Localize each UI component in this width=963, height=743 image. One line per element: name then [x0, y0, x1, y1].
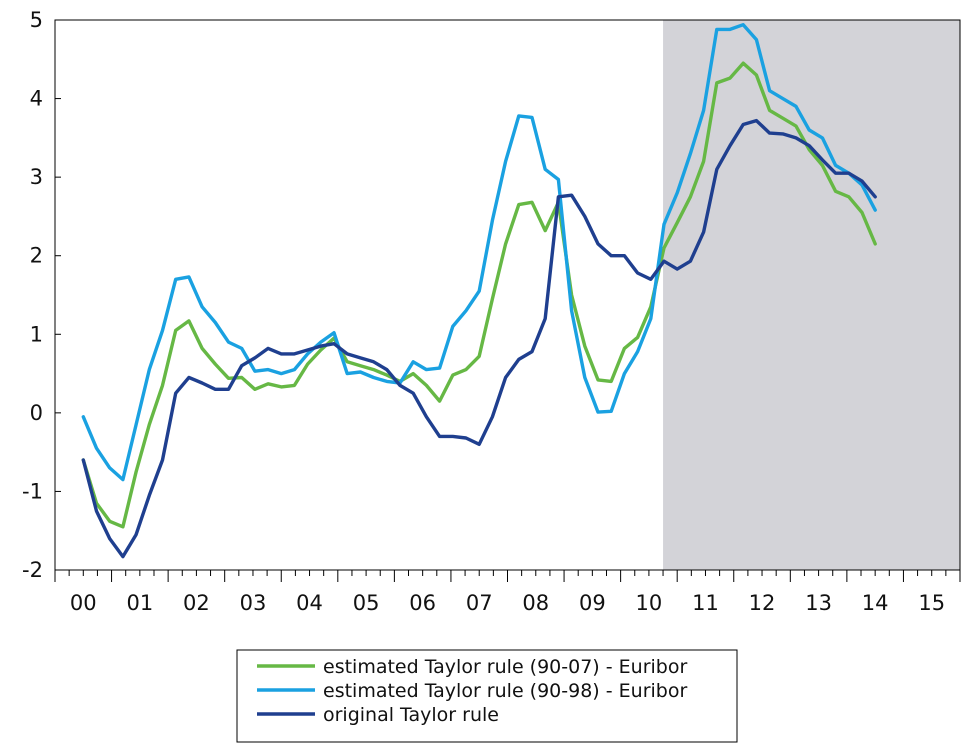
- legend-box: [236, 649, 738, 743]
- x-tick-label: 03: [240, 591, 267, 615]
- x-tick-label: 07: [466, 591, 493, 615]
- x-tick-label: 01: [126, 591, 153, 615]
- x-tick-label: 13: [805, 591, 832, 615]
- x-tick-label: 04: [296, 591, 323, 615]
- y-tick-label: 5: [30, 8, 43, 32]
- x-tick-label: 14: [862, 591, 889, 615]
- x-tick-label: 02: [183, 591, 210, 615]
- y-tick-label: 0: [30, 401, 43, 425]
- x-tick-label: 11: [692, 591, 719, 615]
- x-tick-label: 09: [579, 591, 606, 615]
- x-tick-label: 08: [522, 591, 549, 615]
- y-tick-label: 3: [30, 165, 43, 189]
- y-tick-label: 4: [30, 87, 43, 111]
- x-tick-label: 12: [749, 591, 776, 615]
- y-axis: -2 -1 0 1 2 3 4 5: [22, 8, 61, 582]
- series-line-1: [81, 61, 877, 529]
- y-tick-label: -2: [22, 558, 43, 582]
- x-tick-label: 10: [636, 591, 663, 615]
- series-line-2: [81, 23, 877, 482]
- series-lines: [81, 23, 877, 559]
- y-tick-label: 1: [30, 322, 43, 346]
- y-tick-label: -1: [22, 479, 43, 503]
- series-line-3: [81, 118, 877, 559]
- legend: estimated Taylor rule (90-07) - Euribore…: [236, 649, 738, 743]
- legend-label: original Taylor rule: [323, 704, 499, 726]
- legend-label: estimated Taylor rule (90-98) - Euribor: [323, 680, 687, 702]
- x-axis: 00 01 02 03 04 05 06 07 08 09 10 11 12 13 14 15: [54, 570, 961, 615]
- x-tick-label: 00: [70, 591, 97, 615]
- shaded-region: [663, 20, 960, 570]
- x-tick-label: 06: [409, 591, 436, 615]
- y-tick-label: 2: [30, 244, 43, 268]
- legend-label: estimated Taylor rule (90-07) - Euribor: [323, 656, 687, 678]
- x-tick-label: 15: [918, 591, 945, 615]
- x-tick-label: 05: [353, 591, 380, 615]
